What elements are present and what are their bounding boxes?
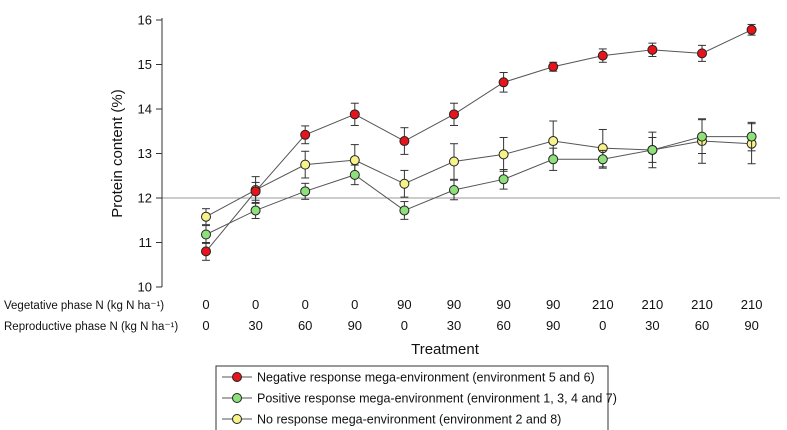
data-point <box>498 174 509 185</box>
vegetative-phase-row-label: Vegetative phase N (kg N ha⁻¹) <box>4 300 164 312</box>
reproductive-n-tick-label: 90 <box>744 318 758 333</box>
data-point <box>449 184 459 195</box>
legend-marker <box>232 372 242 382</box>
reproductive-n-tick-label: 30 <box>447 318 461 333</box>
reproductive-n-tick-label: 0 <box>401 318 408 333</box>
legend-label-positive-response: Positive response mega-environment (envi… <box>257 392 617 406</box>
y-tick-label: 14 <box>138 102 152 117</box>
reproductive-n-tick-label: 0 <box>599 318 606 333</box>
data-point <box>697 48 707 59</box>
legend-marker <box>232 414 242 424</box>
data-point <box>349 109 360 120</box>
data-point <box>201 229 211 240</box>
data-point <box>201 246 211 257</box>
vegetative-n-tick-label: 210 <box>642 297 664 312</box>
legend-marker <box>232 393 242 403</box>
data-point <box>746 24 757 35</box>
data-point <box>498 149 509 160</box>
data-point <box>250 205 261 216</box>
data-point <box>449 109 459 120</box>
legend-box <box>215 365 609 430</box>
data-point <box>597 50 608 61</box>
series-0 <box>201 23 757 261</box>
data-point <box>597 154 608 165</box>
data-point <box>201 211 211 222</box>
data-point <box>300 186 311 197</box>
series-line <box>205 140 752 218</box>
reproductive-n-tick-label: 90 <box>348 318 362 333</box>
data-point <box>647 144 658 155</box>
data-point <box>548 136 559 147</box>
y-tick-label: 10 <box>138 280 152 295</box>
series-line <box>205 29 752 252</box>
reproductive-phase-row-label: Reproductive phase N (kg N ha⁻¹) <box>4 321 178 333</box>
data-point <box>697 131 707 142</box>
data-point <box>399 178 410 189</box>
y-tick-label: 15 <box>138 57 152 72</box>
data-point <box>300 159 311 170</box>
y-tick-label: 13 <box>138 146 152 161</box>
data-point <box>349 169 360 180</box>
vegetative-n-tick-label: 210 <box>592 297 614 312</box>
data-point <box>746 131 757 142</box>
reproductive-n-tick-label: 60 <box>298 318 312 333</box>
legend-label-no-response: No response mega-environment (environmen… <box>257 413 561 427</box>
vegetative-n-tick-label: 0 <box>202 297 209 312</box>
data-point <box>449 156 459 167</box>
reproductive-n-tick-label: 0 <box>202 318 209 333</box>
data-point <box>548 154 559 165</box>
series-2 <box>201 118 757 226</box>
vegetative-n-tick-label: 210 <box>741 297 763 312</box>
x-axis-title: Treatment <box>411 341 480 358</box>
vegetative-n-tick-label: 90 <box>397 297 411 312</box>
data-point <box>399 205 410 216</box>
series-line <box>205 136 752 235</box>
reproductive-n-tick-label: 30 <box>248 318 262 333</box>
data-point <box>498 77 509 88</box>
data-point <box>349 155 360 166</box>
series-1 <box>201 119 757 244</box>
vegetative-n-tick-label: 0 <box>252 297 259 312</box>
y-tick-label: 16 <box>138 13 152 28</box>
reproductive-n-tick-label: 60 <box>496 318 510 333</box>
y-tick-label: 12 <box>138 191 152 206</box>
vegetative-n-tick-label: 90 <box>447 297 461 312</box>
vegetative-n-tick-label: 0 <box>302 297 309 312</box>
vegetative-n-tick-label: 210 <box>691 297 713 312</box>
vegetative-n-tick-label: 0 <box>351 297 358 312</box>
y-tick-label: 11 <box>139 235 153 250</box>
data-point <box>647 44 658 55</box>
data-point <box>399 136 410 147</box>
data-point <box>250 186 261 197</box>
vegetative-n-tick-label: 90 <box>546 297 560 312</box>
data-point <box>300 129 311 140</box>
y-axis-title: Protein content (%) <box>109 89 126 217</box>
vegetative-n-tick-label: 90 <box>496 297 510 312</box>
reproductive-n-tick-label: 60 <box>695 318 709 333</box>
legend-label-negative-response: Negative response mega-environment (envi… <box>257 371 595 385</box>
reproductive-n-tick-label: 30 <box>645 318 659 333</box>
reproductive-n-tick-label: 90 <box>546 318 560 333</box>
data-point <box>548 61 559 72</box>
